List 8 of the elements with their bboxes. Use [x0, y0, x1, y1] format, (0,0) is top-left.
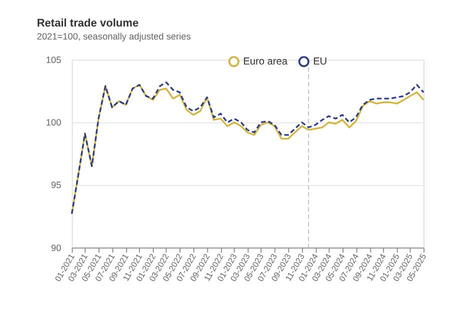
y-tick-label: 90 [51, 242, 62, 253]
chart-title: Retail trade volume [36, 18, 139, 30]
y-tick-label: 100 [46, 118, 62, 128]
y-tick-label: 95 [51, 180, 62, 190]
chart-subtitle: 2021=100, seasonally adjusted series [36, 32, 192, 42]
y-tick-label: 105 [46, 54, 62, 65]
legend-label: EU [313, 56, 328, 68]
legend-label: Euro area [243, 56, 288, 68]
